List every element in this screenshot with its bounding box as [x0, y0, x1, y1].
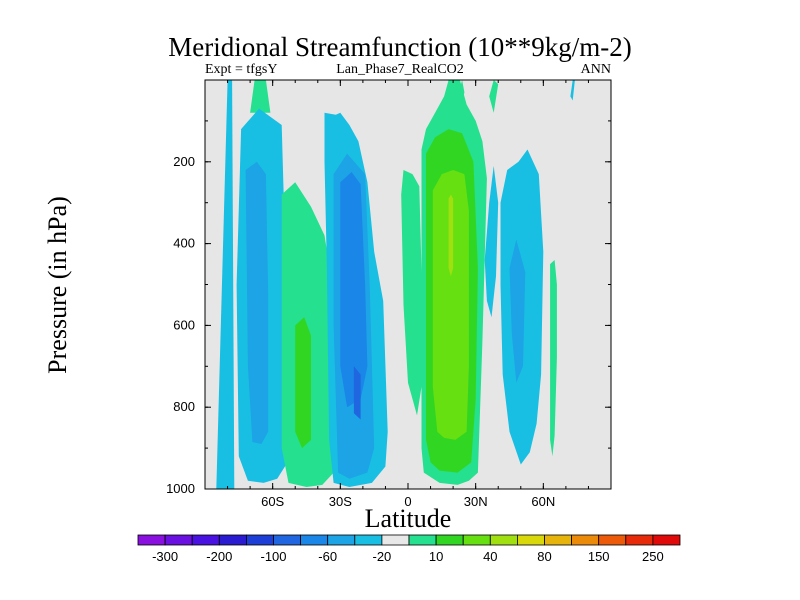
colorbar-box-4 — [245, 534, 274, 546]
contour-region-5 — [295, 317, 311, 449]
colorbar-box-19 — [652, 534, 681, 546]
colorbar-box-15 — [544, 534, 573, 546]
x-tick-label: 0 — [404, 494, 411, 509]
colorbar-label: -20 — [373, 549, 392, 564]
y-tick-label: 800 — [173, 399, 195, 414]
colorbar-box-2 — [191, 534, 220, 546]
contour-region-0 — [216, 80, 235, 489]
chart-title: Meridional Streamfunction (10**9kg/m-2) — [168, 32, 632, 62]
colorbar-box-17 — [598, 534, 627, 546]
colorbar-box-10 — [408, 534, 437, 546]
colorbar-label: 40 — [483, 549, 497, 564]
right-string: ANN — [580, 62, 611, 77]
colorbar-box-14 — [517, 534, 545, 546]
colorbar-box-6 — [300, 534, 329, 546]
contour-region-9 — [353, 366, 361, 420]
colorbar-label: -300 — [152, 549, 178, 564]
colorbar-box-7 — [327, 534, 356, 546]
colorbar-box-16 — [571, 534, 600, 546]
contour-region-10 — [401, 170, 422, 416]
colorbar-box-13 — [489, 534, 518, 546]
colorbar-box-9 — [381, 534, 410, 546]
contour-region-16 — [489, 80, 499, 113]
x-axis-label: Latitude — [364, 504, 452, 533]
contour-region-20 — [550, 260, 557, 457]
colorbar-label: 80 — [537, 549, 551, 564]
y-tick-label: 600 — [173, 317, 195, 332]
contour-region-14 — [448, 194, 454, 277]
contour-region-15 — [459, 80, 465, 105]
colorbar-box-0 — [137, 534, 166, 546]
contour-region-3 — [245, 161, 269, 445]
colorbar-label: 10 — [429, 549, 443, 564]
y-tick-label: 1000 — [166, 481, 195, 496]
colorbar-label: -100 — [260, 549, 286, 564]
contour-regions — [216, 80, 575, 489]
x-tick-label: 60S — [261, 494, 284, 509]
contour-region-19 — [509, 239, 526, 383]
colorbar-label: 250 — [642, 549, 664, 564]
x-tick-label: 60N — [531, 494, 555, 509]
colorbar-box-12 — [462, 534, 491, 546]
x-tick-label: 30N — [464, 494, 488, 509]
colorbar-box-1 — [164, 534, 193, 546]
contour-region-21 — [570, 80, 575, 101]
contour-region-8 — [340, 172, 368, 408]
colorbar-label: -60 — [318, 549, 337, 564]
y-tick-label: 200 — [173, 154, 195, 169]
colorbar-box-8 — [354, 534, 383, 546]
colorbar-box-5 — [273, 534, 302, 546]
contour-region-17 — [484, 165, 499, 318]
contour-region-13 — [432, 170, 469, 440]
contour-region-1 — [250, 80, 271, 113]
colorbar-box-11 — [435, 534, 464, 546]
left-string: Expt = tfgsY — [205, 62, 278, 77]
x-tick-label: 30S — [329, 494, 352, 509]
colorbar-box-18 — [625, 534, 654, 546]
colorbar-label: -200 — [206, 549, 232, 564]
colorbar-box-3 — [218, 534, 247, 546]
colorbar-label: 150 — [588, 549, 610, 564]
center-string: Lan_Phase7_RealCO2 — [336, 62, 464, 77]
y-tick-label: 400 — [173, 236, 195, 251]
